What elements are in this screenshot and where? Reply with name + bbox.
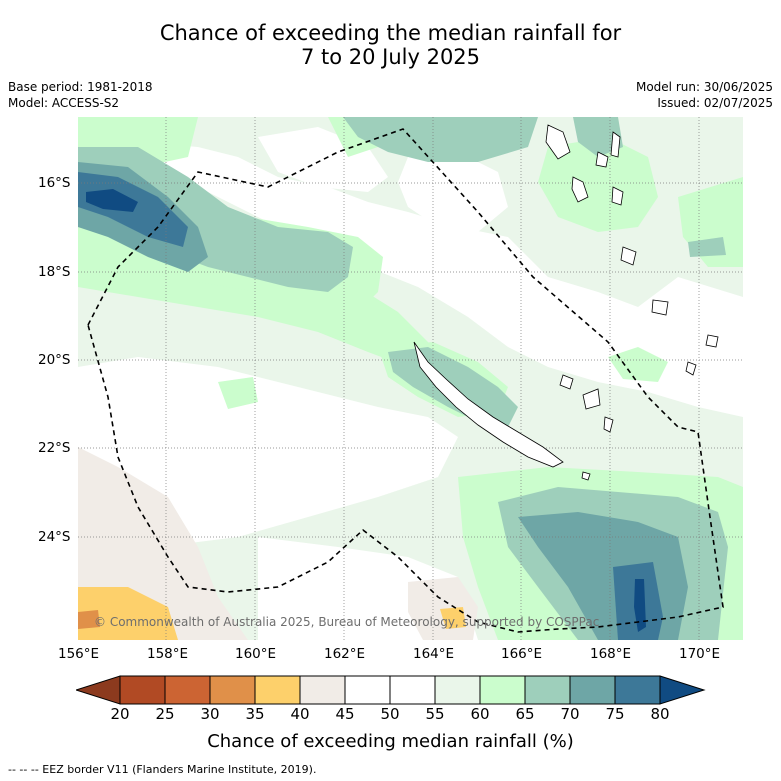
colorbar-tick-label: 70 (550, 705, 590, 723)
colorbar-segment (570, 676, 615, 704)
lon-label-168e: 168°E (590, 646, 631, 662)
colorbar-segment (345, 676, 390, 704)
colorbar-extend-low (76, 676, 120, 704)
colorbar-segment (255, 676, 300, 704)
colorbar-segment (525, 676, 570, 704)
lon-label-166e: 166°E (501, 646, 542, 662)
lon-label-164e: 164°E (413, 646, 454, 662)
colorbar-segment (165, 676, 210, 704)
colorbar-segment (480, 676, 525, 704)
vanuatu-island-2 (611, 132, 620, 157)
colorbar-segment (210, 676, 255, 704)
model-label: Model: ACCESS-S2 (8, 96, 119, 111)
colorbar-segment (435, 676, 480, 704)
colorbar-tick-label: 45 (325, 705, 365, 723)
copyright-text: © Commonwealth of Australia 2025, Bureau… (94, 615, 599, 629)
lon-label-156e: 156°E (58, 646, 99, 662)
lat-label-16s: 16°S (38, 175, 71, 191)
colorbar-tick-label: 55 (415, 705, 455, 723)
colorbar-title: Chance of exceeding median rainfall (%) (0, 731, 781, 752)
colorbar-tick-label: 30 (190, 705, 230, 723)
lon-label-170e: 170°E (679, 646, 720, 662)
colorbar-segments (76, 676, 704, 704)
lat-label-18s: 18°S (38, 264, 71, 280)
lon-label-160e: 160°E (235, 646, 276, 662)
colorbar-extend-high (660, 676, 704, 704)
eez-legend-footnote: -- -- -- EEZ border V11 (Flanders Marine… (8, 763, 316, 776)
colorbar-segment (300, 676, 345, 704)
colorbar-tick-label: 80 (640, 705, 680, 723)
colorbar-tick-label: 35 (235, 705, 275, 723)
colorbar-segment (120, 676, 165, 704)
matthew-island (706, 335, 718, 347)
chart-title-line2: 7 to 20 July 2025 (0, 45, 781, 69)
model-run-label: Model run: 30/06/2025 (636, 80, 773, 95)
colorbar-tick-label: 60 (460, 705, 500, 723)
colorbar-tick-label: 40 (280, 705, 320, 723)
colorbar-tick-label: 65 (505, 705, 545, 723)
lat-label-24s: 24°S (38, 529, 71, 545)
colorbar-tick-label: 50 (370, 705, 410, 723)
colorbar-segment (390, 676, 435, 704)
colorbar-tick-label: 25 (145, 705, 185, 723)
lon-label-162e: 162°E (324, 646, 365, 662)
colorbar (76, 674, 706, 706)
lat-label-20s: 20°S (38, 352, 71, 368)
colorbar-segment (615, 676, 660, 704)
issued-label: Issued: 02/07/2025 (657, 96, 773, 111)
vanuatu-tanna (652, 300, 668, 315)
colorbar-tick-label: 75 (595, 705, 635, 723)
lat-label-22s: 22°S (38, 440, 71, 456)
lon-label-158e: 158°E (147, 646, 188, 662)
map-canvas: © Commonwealth of Australia 2025, Bureau… (78, 117, 743, 640)
base-period-label: Base period: 1981-2018 (8, 80, 153, 95)
colorbar-tick-label: 20 (100, 705, 140, 723)
chart-title-line1: Chance of exceeding the median rainfall … (0, 21, 781, 45)
rainfall-probability-map: © Commonwealth of Australia 2025, Bureau… (78, 117, 743, 640)
